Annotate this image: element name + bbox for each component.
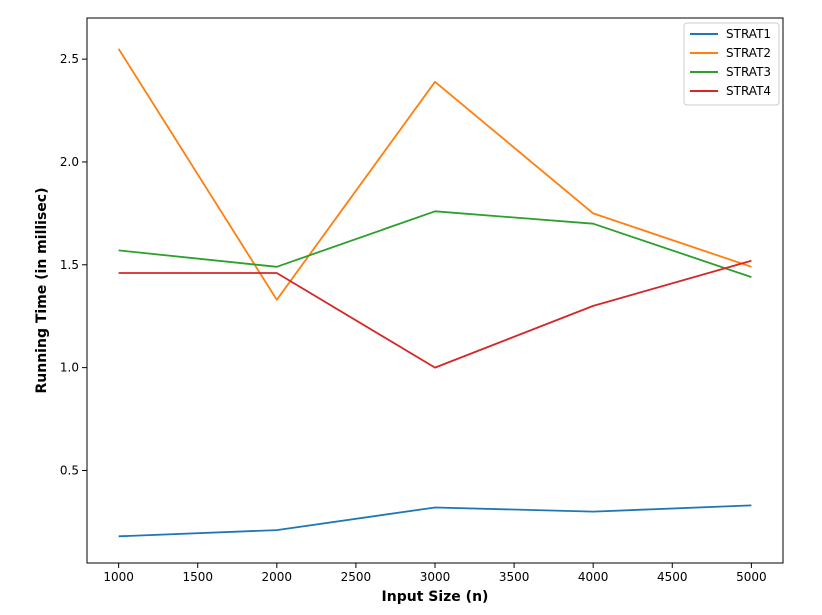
legend-label-strat4: STRAT4 — [726, 84, 771, 98]
legend-label-strat2: STRAT2 — [726, 46, 771, 60]
y-tick-label-1.0: 1.0 — [60, 361, 79, 375]
x-tick-label-2000: 2000 — [262, 570, 293, 584]
legend-box — [683, 22, 780, 106]
plot-area — [117, 48, 752, 538]
series-line-strat1 — [118, 504, 752, 538]
legend: STRAT1 STRAT2 STRAT3 STRAT4 — [683, 22, 780, 106]
x-axis: 1000 1500 2000 2500 3000 3500 4000 4500 5000 — [103, 563, 767, 584]
x-tick-label-4000: 4000 — [578, 570, 609, 584]
legend-label-strat3: STRAT3 — [726, 65, 771, 79]
y-tick-label-1.5: 1.5 — [60, 258, 79, 272]
y-tick-label-0.5: 0.5 — [60, 463, 79, 477]
x-tick-label-1000: 1000 — [103, 570, 134, 584]
x-tick-label-2500: 2500 — [341, 570, 372, 584]
y-tick-label-2.5: 2.5 — [60, 52, 79, 66]
legend-label-strat1: STRAT1 — [726, 27, 771, 41]
x-tick-label-1500: 1500 — [182, 570, 213, 584]
x-tick-label-5000: 5000 — [736, 570, 767, 584]
y-axis-label: Running Time (in millisec) — [34, 188, 50, 394]
y-tick-label-2.0: 2.0 — [60, 155, 79, 169]
x-tick-label-3000: 3000 — [420, 570, 451, 584]
x-axis-label: Input Size (n) — [382, 589, 489, 605]
series-line-strat2 — [117, 48, 752, 301]
x-tick-label-4500: 4500 — [657, 570, 688, 584]
x-tick-label-3500: 3500 — [499, 570, 530, 584]
series-line-strat4 — [118, 259, 752, 369]
series-line-strat3 — [118, 210, 752, 278]
y-axis: 0.5 1.0 1.5 2.0 2.5 — [60, 52, 87, 477]
